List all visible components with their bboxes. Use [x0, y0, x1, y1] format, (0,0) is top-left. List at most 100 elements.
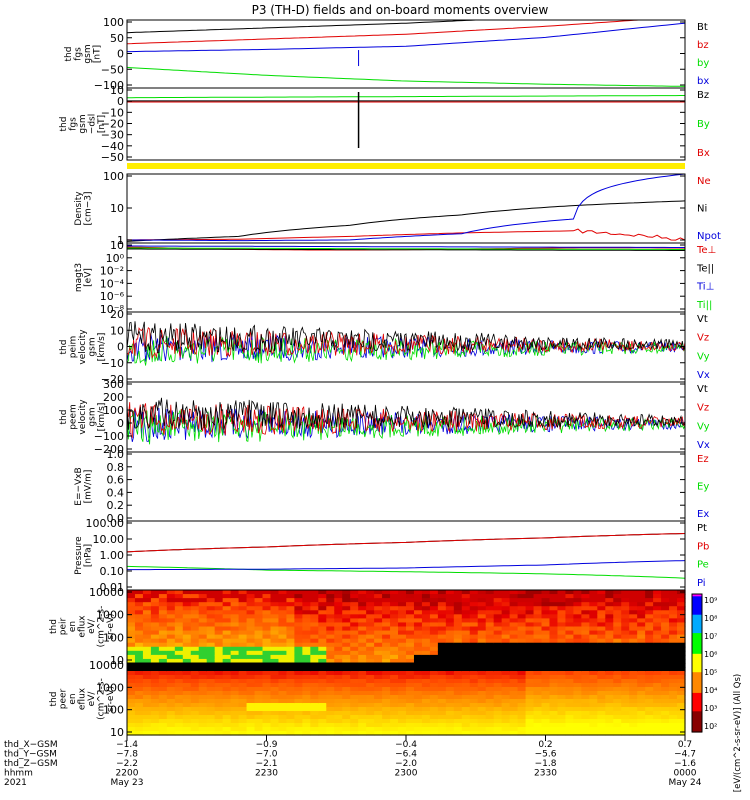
heatmap-cell	[597, 598, 606, 603]
heatmap-cell	[525, 707, 535, 712]
heatmap-cell	[437, 646, 447, 652]
heatmap-cell	[270, 687, 280, 692]
y-tick-label: 0.0	[107, 512, 125, 525]
heatmap-cell	[573, 606, 582, 611]
heatmap-cell	[509, 687, 519, 692]
heatmap-cell	[182, 654, 192, 660]
heatmap-cell	[541, 687, 551, 692]
heatmap-cell	[565, 642, 574, 648]
heatmap-cell	[374, 634, 383, 640]
heatmap-cell	[677, 598, 686, 603]
heatmap-cell	[413, 687, 423, 692]
heatmap-cell	[190, 695, 200, 700]
heatmap-cell	[661, 630, 670, 636]
heatmap-cell	[158, 642, 168, 648]
heatmap-cell	[142, 675, 152, 680]
heatmap-cell	[198, 663, 208, 668]
heatmap-cell	[294, 719, 303, 724]
heatmap-cell	[421, 646, 431, 652]
heatmap-cell	[645, 719, 654, 724]
heatmap-cell	[198, 711, 208, 716]
heatmap-cell	[437, 650, 447, 656]
heatmap-cell	[254, 650, 264, 656]
heatmap-cell	[334, 703, 343, 708]
heatmap-cell	[278, 687, 288, 692]
heatmap-cell	[541, 626, 551, 632]
heatmap-cell	[669, 658, 678, 664]
heatmap-cell	[182, 703, 192, 708]
heatmap-cell	[509, 671, 519, 676]
heatmap-cell	[661, 707, 670, 712]
heatmap-cell	[358, 618, 367, 624]
heatmap-cell	[398, 642, 407, 648]
ylabel-line: thd	[59, 117, 69, 132]
heatmap-cell	[581, 630, 590, 636]
heatmap-cell	[637, 626, 646, 632]
heatmap-cell	[629, 614, 638, 619]
heatmap-cell	[350, 634, 359, 640]
heatmap-cell	[278, 695, 288, 700]
heatmap-cell	[222, 634, 232, 640]
heatmap-cell	[485, 687, 495, 692]
heatmap-cell	[214, 590, 224, 595]
heatmap-cell	[589, 683, 598, 688]
heatmap-cell	[278, 711, 288, 716]
heatmap-cell	[477, 594, 487, 599]
heatmap-cell	[421, 654, 431, 660]
heatmap-cell	[382, 654, 391, 660]
heatmap-cell	[557, 663, 567, 668]
legend-fgs_gsm_dsl-2: Bx	[697, 148, 710, 159]
heatmap-cell	[653, 671, 662, 676]
heatmap-cell	[533, 687, 543, 692]
heatmap-cell	[413, 699, 423, 704]
heatmap-cell	[174, 687, 184, 692]
heatmap-cell	[350, 715, 359, 720]
colorbar-cell	[692, 686, 702, 689]
heatmap-cell	[374, 667, 383, 672]
heatmap-cell	[525, 622, 535, 628]
heatmap-cell	[645, 671, 654, 676]
heatmap-cell	[549, 687, 559, 692]
heatmap-cell	[398, 598, 407, 603]
heatmap-cell	[158, 618, 168, 624]
heatmap-cell	[437, 598, 447, 603]
heatmap-cell	[509, 727, 519, 732]
heatmap-cell	[621, 699, 630, 704]
heatmap-cell	[653, 699, 662, 704]
heatmap-cell	[661, 699, 670, 704]
heatmap-cell	[142, 699, 152, 704]
heatmap-cell	[142, 634, 152, 640]
heatmap-cell	[653, 594, 662, 599]
heatmap-cell	[358, 719, 367, 724]
heatmap-cell	[342, 663, 351, 668]
heatmap-cell	[637, 703, 646, 708]
heatmap-cell	[222, 727, 232, 732]
heatmap-cell	[238, 679, 248, 684]
colorbar-cell	[692, 715, 702, 719]
heatmap-cell	[374, 719, 383, 724]
heatmap-cell	[445, 671, 455, 676]
heatmap-cell	[294, 723, 303, 728]
heatmap-cell	[198, 650, 208, 656]
heatmap-cell	[565, 679, 574, 684]
heatmap-cell	[525, 598, 535, 603]
heatmap-cell	[573, 614, 582, 619]
heatmap-cell	[150, 715, 160, 720]
heatmap-cell	[573, 719, 582, 724]
colorbar-cell	[692, 651, 702, 655]
heatmap-cell	[413, 695, 423, 700]
heatmap-cell	[629, 654, 638, 660]
series-line-Npot	[127, 174, 685, 242]
heatmap-cell	[445, 707, 455, 712]
heatmap-cell	[246, 594, 256, 599]
plot-content	[127, 174, 685, 242]
heatmap-cell	[342, 622, 351, 628]
heatmap-cell	[318, 658, 327, 664]
heatmap-cell	[206, 727, 216, 732]
heatmap-cell	[406, 658, 415, 664]
heatmap-cell	[525, 671, 535, 676]
series-line-Pe	[127, 565, 685, 579]
heatmap-cell	[150, 731, 160, 736]
heatmap-cell	[573, 691, 582, 696]
